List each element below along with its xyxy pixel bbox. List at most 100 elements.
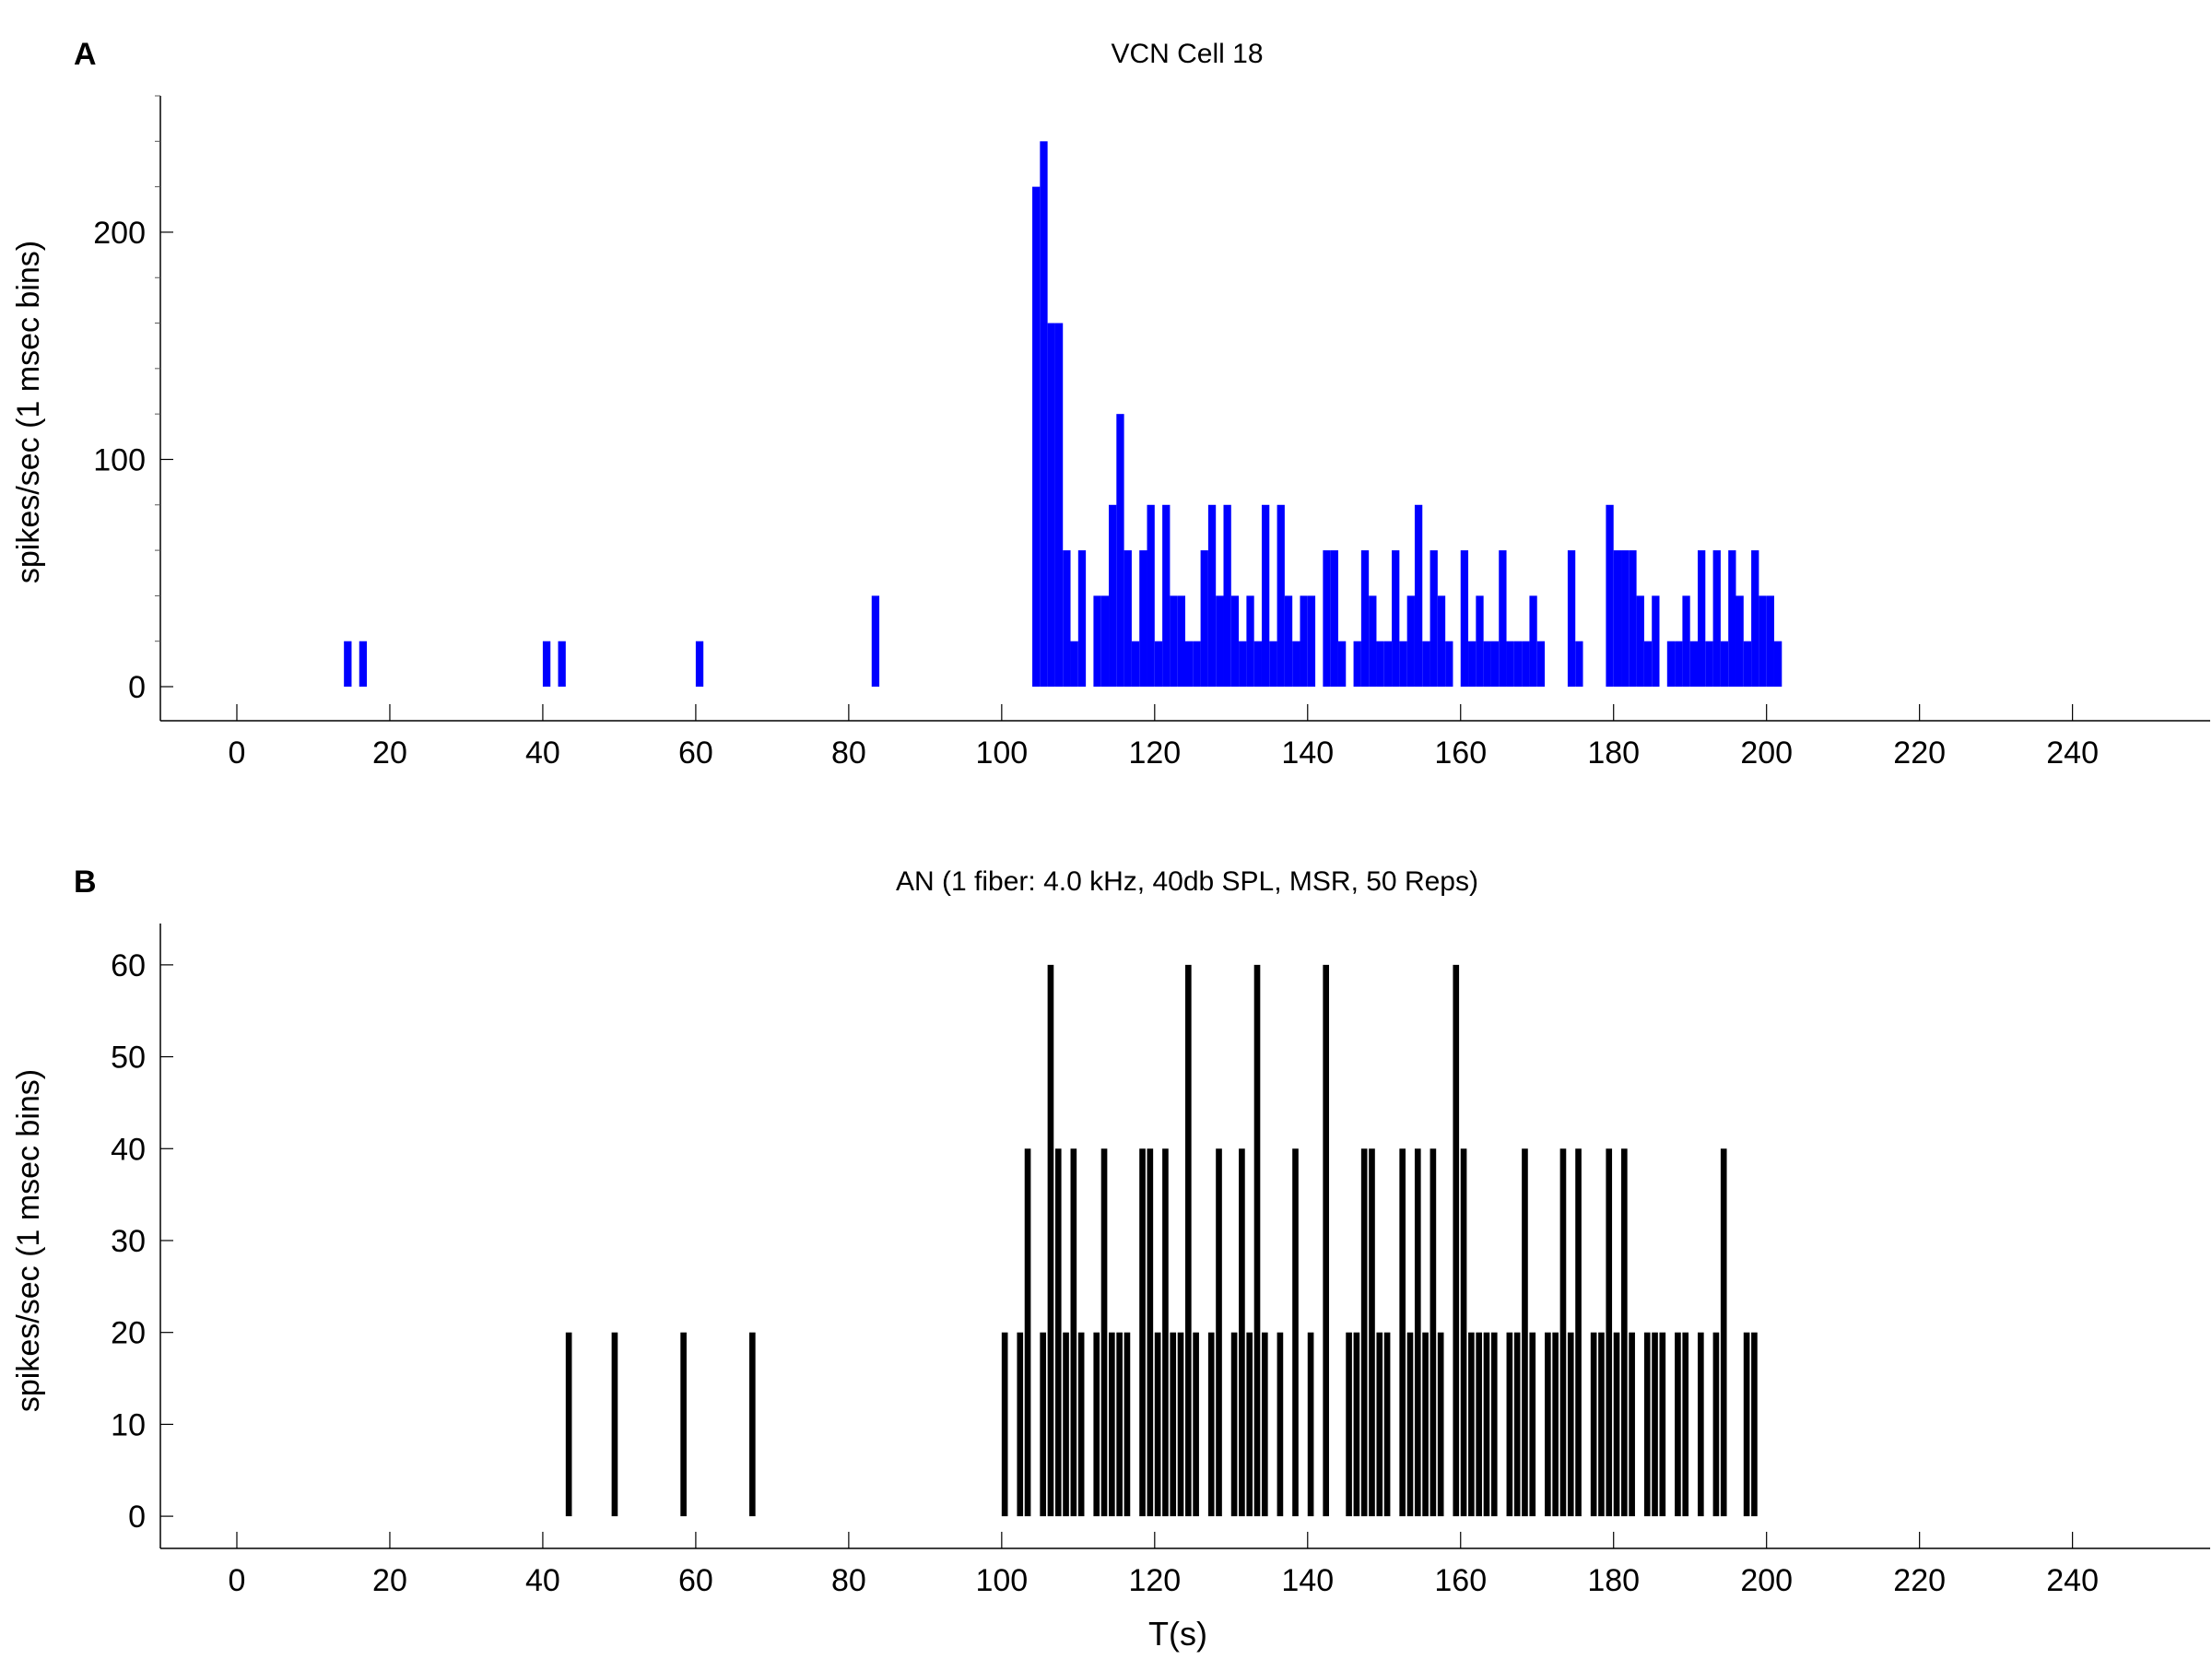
histogram-bar — [1223, 504, 1231, 688]
histogram-bar — [1054, 323, 1064, 688]
histogram-bar — [1529, 595, 1537, 688]
histogram-bar — [1720, 1148, 1727, 1517]
histogram-bar — [1154, 1332, 1161, 1517]
histogram-bar — [1307, 595, 1316, 688]
histogram-bar — [1360, 550, 1370, 688]
histogram-bar — [1513, 641, 1523, 688]
histogram-bar — [1162, 504, 1171, 688]
x-tick-label: 0 — [229, 1563, 246, 1598]
panel-b-x-ticks: 0 20 40 60 80 100 120 140 160 180 200 220 240 — [229, 1532, 2099, 1598]
histogram-bar — [1499, 550, 1507, 688]
x-tick-label: 200 — [1740, 735, 1793, 771]
histogram-bar — [565, 1332, 572, 1517]
histogram-bar — [1193, 641, 1201, 688]
panel-b-y-ticks: 0 10 20 30 40 50 60 — [111, 948, 173, 1535]
histogram-bar — [1575, 641, 1583, 688]
x-tick-label: 0 — [229, 735, 246, 771]
x-tick-label: 220 — [1893, 735, 1946, 771]
histogram-bar — [1522, 641, 1530, 688]
y-tick-label: 0 — [128, 1500, 146, 1535]
histogram-bar — [1506, 641, 1514, 688]
histogram-bar — [1147, 1148, 1154, 1517]
histogram-bar — [1177, 595, 1185, 688]
histogram-bar — [1040, 1332, 1046, 1517]
histogram-bar — [1070, 1148, 1077, 1517]
histogram-bar — [558, 641, 566, 688]
histogram-bar — [1284, 595, 1293, 688]
panel-b-title: AN (1 fiber: 4.0 kHz, 40db SPL, MSR, 50 … — [896, 866, 1478, 897]
histogram-bar — [1261, 1332, 1268, 1517]
histogram-bar — [1216, 1148, 1222, 1517]
histogram-bar — [1422, 641, 1430, 688]
histogram-bar — [1659, 1332, 1666, 1517]
histogram-bar — [1093, 595, 1101, 688]
histogram-bar — [1253, 641, 1262, 688]
histogram-bar — [1383, 641, 1393, 688]
panel-b-bars — [565, 964, 1758, 1517]
histogram-bar — [1047, 323, 1055, 688]
histogram-bar — [1200, 550, 1208, 688]
histogram-bar — [1406, 1332, 1414, 1517]
histogram-bar — [1139, 1148, 1146, 1517]
histogram-bar — [1269, 641, 1277, 688]
histogram-bar — [1773, 641, 1783, 688]
y-tick-label: 200 — [93, 216, 146, 251]
histogram-bar — [1131, 641, 1140, 688]
histogram-bar — [1567, 1332, 1574, 1517]
panel-a-y-axis-label: spikes/sec (1 msec bins) — [11, 241, 46, 583]
histogram-bar — [1292, 641, 1300, 688]
histogram-bar — [1728, 550, 1736, 688]
histogram-bar — [1414, 504, 1423, 688]
histogram-bar — [1116, 1332, 1123, 1517]
histogram-bar — [1598, 1332, 1605, 1517]
histogram-bar — [1689, 641, 1698, 688]
y-tick-label: 20 — [111, 1316, 146, 1351]
panel-a-letter: A — [74, 37, 97, 72]
histogram-bar — [1506, 1332, 1513, 1517]
x-tick-label: 60 — [678, 735, 713, 771]
histogram-bar — [1468, 1332, 1475, 1517]
histogram-bar — [1675, 641, 1683, 688]
histogram-bar — [1124, 1332, 1131, 1517]
histogram-bar — [1460, 1148, 1467, 1517]
histogram-bar — [1399, 1148, 1406, 1517]
histogram-bar — [1292, 1148, 1299, 1517]
x-tick-label: 100 — [975, 1563, 1028, 1598]
histogram-bar — [1629, 550, 1637, 688]
histogram-bar — [695, 641, 704, 688]
histogram-bar — [1453, 964, 1460, 1517]
histogram-bar — [1383, 1332, 1391, 1517]
histogram-bar — [1483, 1332, 1490, 1517]
histogram-bar — [1207, 1332, 1215, 1517]
histogram-bar — [1147, 504, 1155, 688]
histogram-bar — [1124, 550, 1132, 688]
histogram-bar — [1476, 595, 1484, 688]
histogram-bar — [1032, 186, 1041, 688]
histogram-bar — [1063, 550, 1071, 688]
histogram-bar — [1100, 1148, 1108, 1517]
histogram-bar — [1430, 1148, 1437, 1517]
histogram-bar — [1353, 641, 1361, 688]
histogram-bar — [1652, 595, 1660, 688]
histogram-bar — [1751, 1332, 1758, 1517]
panel-a-y-ticks: 0 100 200 — [93, 95, 173, 705]
histogram-bar — [1300, 595, 1308, 688]
histogram-bar — [1369, 595, 1377, 688]
histogram-bar — [1063, 1332, 1069, 1517]
histogram-bar — [359, 641, 368, 688]
histogram-bar — [1047, 964, 1054, 1517]
histogram-bar — [1109, 1332, 1115, 1517]
x-tick-label: 140 — [1281, 1563, 1334, 1598]
histogram-bar — [1422, 1332, 1429, 1517]
histogram-bar — [1720, 641, 1729, 688]
histogram-bar — [1735, 595, 1744, 688]
histogram-bar — [1468, 641, 1477, 688]
histogram-bar — [871, 595, 880, 688]
x-tick-label: 160 — [1434, 735, 1487, 771]
histogram-bar — [1369, 1148, 1375, 1517]
histogram-bar — [611, 1332, 618, 1517]
y-tick-label: 40 — [111, 1132, 146, 1167]
x-tick-label: 180 — [1587, 735, 1640, 771]
y-tick-label: 50 — [111, 1041, 146, 1076]
